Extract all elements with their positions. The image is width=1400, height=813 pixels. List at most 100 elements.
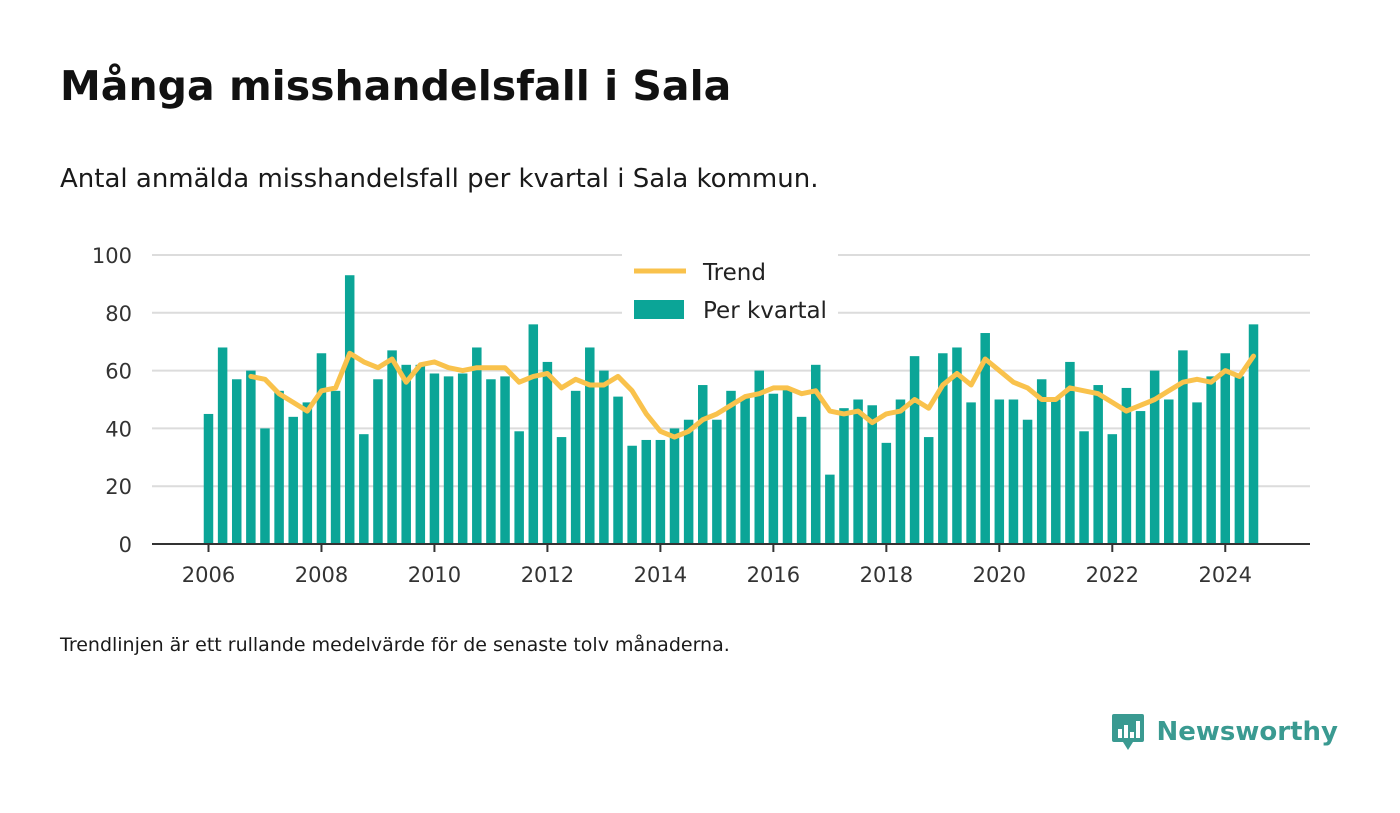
bar-2011.75 <box>528 324 539 544</box>
bar-2009.75 <box>415 364 426 544</box>
x-tick-label: 2010 <box>408 563 461 587</box>
bar-2006 <box>203 413 214 544</box>
bar-2018.25 <box>895 399 906 544</box>
bar-2008.25 <box>330 390 341 544</box>
bar-2017.5 <box>853 399 863 544</box>
bar-2015.75 <box>754 370 764 544</box>
brand-logo: Newsworthy <box>1111 712 1338 752</box>
bar-2010 <box>429 373 440 544</box>
x-tick-label: 2018 <box>860 563 913 587</box>
bar-2021 <box>1051 399 1061 544</box>
bar-2024.5 <box>1248 324 1259 544</box>
bar-2007.75 <box>302 402 313 544</box>
bar-2016.5 <box>796 416 807 544</box>
y-tick-label: 60 <box>105 360 132 384</box>
bar-2015 <box>712 419 722 544</box>
x-tick-label: 2016 <box>747 563 800 587</box>
trend-line <box>248 350 1256 440</box>
bar-2013.75 <box>641 439 652 544</box>
y-axis-tick-labels: 0 20 40 60 80 100 <box>92 244 132 557</box>
legend-label-per-kvartal: Per kvartal <box>703 298 827 324</box>
bar-2008.5 <box>344 275 355 544</box>
bar-2012.5 <box>570 390 581 544</box>
bar-2008 <box>316 353 327 544</box>
bar-2020.25 <box>1008 399 1019 544</box>
trend-line-series <box>248 350 1256 440</box>
bar-2021.5 <box>1079 431 1089 544</box>
bar-2012 <box>542 361 553 544</box>
bar-2008.75 <box>359 434 369 544</box>
bar-2023 <box>1164 399 1174 544</box>
bar-2024 <box>1220 353 1231 544</box>
bar-2016 <box>768 393 779 544</box>
bar-2007.5 <box>288 416 298 544</box>
y-tick-label: 100 <box>92 244 132 268</box>
bar-2009 <box>373 379 383 544</box>
brand-name: Newsworthy <box>1156 717 1338 747</box>
bar-2022 <box>1107 434 1118 544</box>
bar-2023.75 <box>1206 376 1216 544</box>
footnote: Trendlinjen är ett rullande medelvärde f… <box>60 634 730 656</box>
bar-2014.75 <box>698 385 708 544</box>
y-tick-label: 40 <box>105 417 132 441</box>
legend-swatch-per-kvartal <box>634 300 684 319</box>
bar-2009.25 <box>387 350 397 544</box>
bar-2022.25 <box>1121 387 1132 544</box>
chart-title: Många misshandelsfall i Sala <box>60 62 732 110</box>
y-tick-label: 20 <box>105 475 132 499</box>
bar-2014.5 <box>683 419 694 544</box>
bar-2014.25 <box>669 428 680 544</box>
x-tick-label: 2022 <box>1086 563 1139 587</box>
bar-2019 <box>938 353 948 544</box>
bar-2015.25 <box>726 390 736 544</box>
bar-2018.75 <box>923 437 934 544</box>
x-tick-label: 2012 <box>521 563 574 587</box>
x-tick-label: 2020 <box>973 563 1026 587</box>
bar-2018 <box>881 442 892 544</box>
bar-2011.25 <box>500 376 510 544</box>
bar-2023.5 <box>1192 402 1202 544</box>
bar-2022.5 <box>1135 411 1146 544</box>
legend: Trend Per kvartal <box>622 252 838 328</box>
bar-2023.25 <box>1178 350 1188 544</box>
bar-2010.25 <box>443 376 454 544</box>
bar-2006.75 <box>246 370 256 544</box>
bar-2013.25 <box>613 396 623 544</box>
bar-2021.75 <box>1093 385 1103 544</box>
bar-2007.25 <box>274 390 284 544</box>
legend-label-trend: Trend <box>702 260 766 286</box>
y-tick-label: 0 <box>119 533 132 557</box>
bar-2019.5 <box>966 402 976 544</box>
bar-2017.25 <box>839 408 849 544</box>
bar-2017.75 <box>867 405 877 544</box>
bar-2020.5 <box>1022 419 1033 544</box>
bar-2011 <box>486 379 496 544</box>
bar-2015.5 <box>740 396 750 544</box>
bar-2011.5 <box>514 431 524 544</box>
bar-2012.75 <box>585 347 595 544</box>
x-tick-label: 2024 <box>1199 563 1252 587</box>
bar-2019.75 <box>980 333 990 544</box>
bar-2017 <box>825 474 835 544</box>
bar-2020.75 <box>1036 379 1047 544</box>
x-tick-label: 2008 <box>295 563 348 587</box>
y-tick-label: 80 <box>105 302 132 326</box>
x-axis-ticks: 2006 2008 2010 2012 2014 2016 2018 2020 2022 2024 <box>182 544 1252 587</box>
bar-2010.75 <box>472 347 482 544</box>
bar-2021.25 <box>1065 361 1075 544</box>
bar-2020 <box>994 399 1005 544</box>
bar-2019.25 <box>952 347 962 544</box>
bar-2009.5 <box>401 364 411 544</box>
newsworthy-logo-icon <box>1111 714 1144 750</box>
bar-2022.75 <box>1149 370 1160 544</box>
bar-2006.5 <box>231 379 242 544</box>
bar-2010.5 <box>457 373 468 544</box>
bar-2007 <box>260 428 270 544</box>
bar-2006.25 <box>217 347 228 544</box>
bar-2018.5 <box>909 356 920 544</box>
bar-series-per-kvartal <box>203 275 1259 544</box>
x-tick-label: 2014 <box>634 563 687 587</box>
bar-2013.5 <box>627 445 637 544</box>
bar-2012.25 <box>556 437 567 544</box>
